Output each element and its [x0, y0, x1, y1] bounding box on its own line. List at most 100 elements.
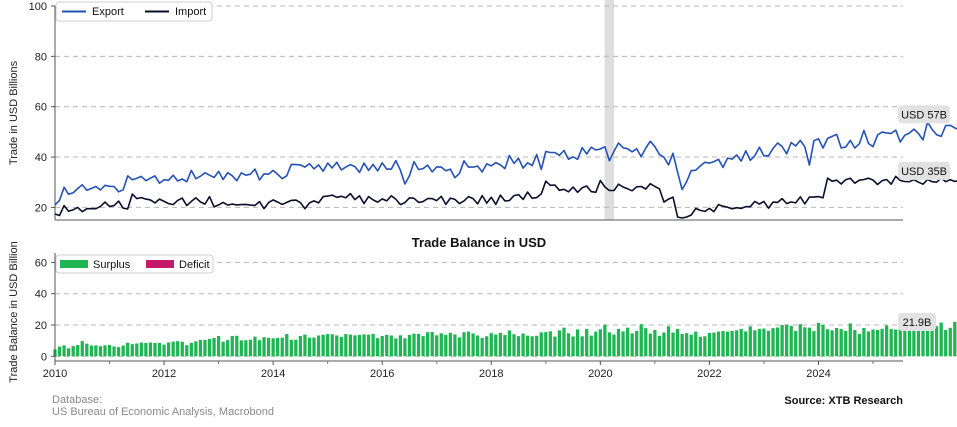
bar — [289, 339, 293, 357]
bar — [271, 338, 275, 357]
bar — [285, 334, 289, 357]
x-tick-label: 2012 — [152, 368, 176, 380]
bar — [571, 336, 575, 357]
bar — [494, 334, 498, 357]
y-tick-label: 100 — [29, 1, 47, 13]
bar — [662, 332, 666, 357]
bar — [671, 332, 675, 357]
bar — [326, 334, 330, 357]
bar — [721, 331, 725, 357]
bar — [698, 336, 702, 357]
bar — [112, 346, 116, 357]
x-tick-label: 2020 — [588, 368, 612, 380]
bar — [685, 333, 689, 357]
bar — [116, 347, 121, 357]
bar — [703, 336, 707, 357]
bar — [207, 338, 212, 357]
footer-database: Database: US Bureau of Economic Analysis… — [52, 394, 274, 418]
bar — [739, 328, 743, 357]
bar — [194, 341, 198, 357]
bar — [880, 328, 884, 357]
bar — [575, 329, 580, 357]
series-line-export — [54, 121, 957, 206]
bar — [857, 333, 862, 357]
bar — [889, 329, 893, 357]
bar — [412, 333, 416, 357]
bar — [903, 328, 907, 357]
bar — [439, 333, 443, 357]
bar — [180, 341, 184, 357]
bar — [235, 335, 239, 357]
bar — [548, 331, 552, 357]
bar — [621, 331, 625, 357]
bar — [485, 336, 489, 357]
bar — [894, 329, 898, 357]
bar — [625, 327, 630, 357]
bar — [171, 341, 175, 357]
y-axis-label: Trade in USD Billions — [8, 60, 20, 165]
shaded-period-band — [604, 0, 614, 220]
bar — [166, 342, 171, 357]
bar — [848, 323, 852, 357]
legend-swatch-surplus — [60, 260, 88, 268]
bar — [357, 335, 362, 357]
bar — [376, 338, 380, 357]
bar — [353, 335, 357, 357]
bar — [148, 342, 153, 357]
bar — [57, 346, 62, 357]
bar — [653, 330, 657, 357]
bar — [944, 330, 948, 357]
bar — [789, 325, 793, 357]
bar — [144, 343, 148, 357]
bar — [394, 338, 398, 357]
bar — [203, 339, 207, 357]
bar — [921, 330, 925, 357]
bar — [744, 331, 748, 357]
end-label-balance: 21.9B — [903, 317, 932, 329]
bar — [266, 337, 271, 357]
database-sources: US Bureau of Economic Analysis, Macrobon… — [52, 406, 274, 418]
bar — [426, 332, 430, 357]
bar — [866, 331, 871, 357]
bar — [934, 326, 939, 357]
bar — [480, 337, 484, 357]
bar — [730, 330, 734, 357]
bar — [212, 337, 216, 357]
bar — [803, 327, 807, 357]
bar — [80, 341, 84, 357]
y-tick-label: 60 — [35, 102, 47, 114]
bar — [198, 339, 203, 357]
bar — [398, 335, 403, 357]
bar — [785, 324, 789, 357]
bar — [816, 322, 821, 357]
bar — [85, 343, 89, 357]
bar — [707, 332, 712, 357]
bar — [716, 331, 721, 357]
legend-top: Export Import — [55, 1, 213, 22]
bar — [735, 330, 739, 357]
legend-label-import: Import — [175, 6, 206, 18]
legend-label-deficit: Deficit — [179, 259, 210, 271]
bar — [516, 336, 521, 357]
bar — [244, 340, 248, 357]
bar — [930, 329, 934, 357]
bar — [139, 342, 143, 357]
bar — [444, 334, 448, 357]
bar — [366, 334, 371, 357]
bar — [162, 344, 166, 357]
y-tick-label: 60 — [35, 257, 47, 269]
bar — [594, 331, 598, 357]
bar — [553, 336, 557, 357]
bar — [185, 345, 189, 357]
trade-lines-panel: 20 40 60 80 100 Trade in USD Billions USD 57B U… — [8, 0, 957, 221]
bar — [616, 328, 621, 357]
bar — [853, 330, 857, 357]
x-tick-label: 2014 — [261, 368, 285, 380]
bar — [762, 328, 766, 357]
end-label-box-export — [898, 105, 950, 124]
bar — [925, 328, 930, 357]
bar — [635, 330, 639, 357]
bar — [466, 331, 471, 357]
legend-frame — [55, 254, 214, 274]
